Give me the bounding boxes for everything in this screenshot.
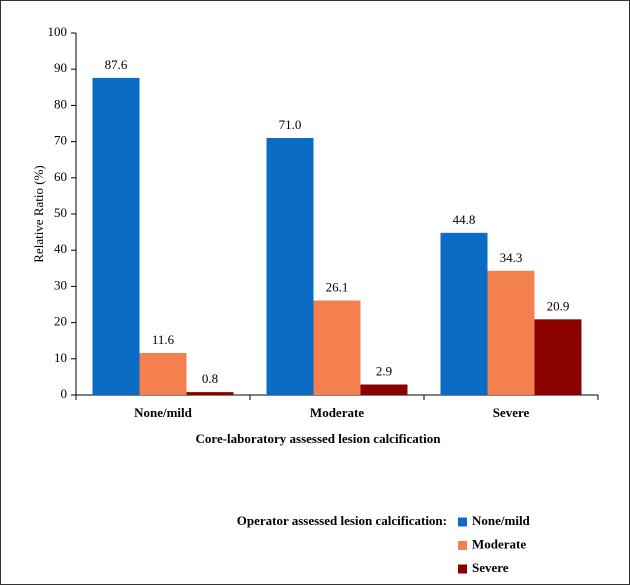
y-tick-label: 100: [48, 24, 68, 39]
legend-swatch: [458, 564, 467, 574]
data-label: 0.8: [202, 371, 218, 386]
legend-swatch: [458, 517, 467, 527]
legend-label: None/mild: [472, 513, 531, 528]
y-tick-label: 90: [54, 60, 67, 75]
bar: [266, 137, 314, 396]
y-axis-title: Relative Ratio (%): [31, 165, 46, 262]
y-tick-label: 30: [54, 277, 67, 292]
bar: [186, 392, 234, 395]
x-tick-label: Severe: [493, 405, 530, 420]
y-tick-label: 20: [54, 314, 67, 329]
legend-swatch: [458, 541, 467, 550]
x-tick-label: Moderate: [310, 405, 364, 420]
data-label: 11.6: [152, 332, 175, 347]
y-tick-label: 40: [54, 241, 67, 256]
x-tick-label: None/mild: [134, 405, 193, 420]
bar: [534, 319, 582, 395]
bar: [313, 300, 361, 395]
data-label: 44.8: [453, 212, 476, 227]
data-label: 71.0: [279, 117, 302, 132]
bar: [440, 232, 488, 395]
y-tick-label: 50: [54, 205, 67, 220]
bar: [360, 384, 408, 395]
legend-label: Moderate: [472, 536, 526, 551]
data-label: 87.6: [105, 57, 128, 72]
y-tick-label: 60: [54, 169, 67, 184]
y-tick-label: 70: [54, 133, 67, 148]
data-label: 26.1: [326, 280, 349, 295]
data-label: 2.9: [376, 363, 392, 378]
legend-title: Operator assessed lesion calcification:: [237, 513, 447, 528]
y-tick-label: 0: [61, 386, 68, 401]
y-tick-label: 10: [54, 350, 67, 365]
data-label: 20.9: [547, 298, 570, 313]
bar: [139, 353, 187, 395]
x-axis-title: Core-laboratory assessed lesion calcific…: [196, 431, 442, 446]
bar: [92, 77, 140, 395]
legend-label: Severe: [472, 560, 509, 575]
y-tick-label: 80: [54, 96, 67, 111]
data-label: 34.3: [500, 250, 523, 265]
bar: [487, 270, 535, 395]
